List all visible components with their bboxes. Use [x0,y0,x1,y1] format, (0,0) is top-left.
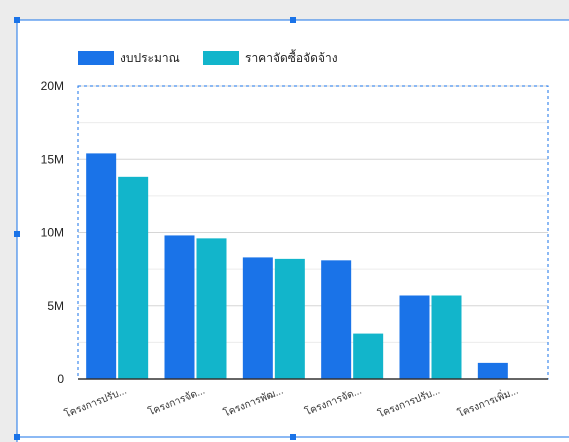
bar-procurement[interactable] [118,176,149,379]
y-tick-label: 0 [57,372,64,386]
x-tick-label: โครงการจัด... [303,384,364,419]
legend-label-budget: งบประมาณ [120,51,180,65]
bar-budget[interactable] [399,295,430,379]
y-tick-label: 20M [41,79,64,93]
resize-handle-bottom-left[interactable] [14,434,20,440]
editor-top-strip [0,0,569,20]
bar-procurement[interactable] [431,295,462,379]
x-tick-label: โครงการเพิ่ม... [455,383,520,420]
x-tick-label: โครงการพัฒ... [221,384,285,420]
gridlines [78,85,548,343]
legend-swatch-procurement [203,51,239,65]
x-tick-label: โครงการจัด... [146,384,207,419]
bars [86,153,508,379]
bar-budget[interactable] [164,235,195,379]
resize-handle-bottom-center[interactable] [290,434,296,440]
bar-budget[interactable] [321,260,352,379]
y-tick-label: 5M [47,299,64,313]
bar-procurement[interactable] [196,238,227,379]
y-tick-label: 10M [41,226,64,240]
legend-label-procurement: ราคาจัดซื้อจัดจ้าง [245,49,338,65]
y-tick-label: 15M [41,152,64,166]
bar-budget[interactable] [86,153,117,379]
bar-procurement[interactable] [274,258,305,379]
bar-budget[interactable] [242,257,273,379]
y-axis-tick-labels: 0 5M 10M 15M 20M [41,79,65,386]
resize-handle-top-left[interactable] [14,17,20,23]
x-tick-label: โครงการปรับ... [376,384,442,421]
bar-budget[interactable] [477,362,508,379]
x-tick-label: โครงการปรับ... [62,384,128,421]
legend-swatch-budget [78,51,114,65]
x-axis-tick-labels: โครงการปรับ... โครงการจัด... โครงการพัฒ...… [62,383,520,421]
resize-handle-middle-left[interactable] [14,231,20,237]
bar-procurement[interactable] [353,333,384,379]
legend: งบประมาณ ราคาจัดซื้อจัดจ้าง [78,49,338,65]
resize-handle-top-center[interactable] [290,17,296,23]
